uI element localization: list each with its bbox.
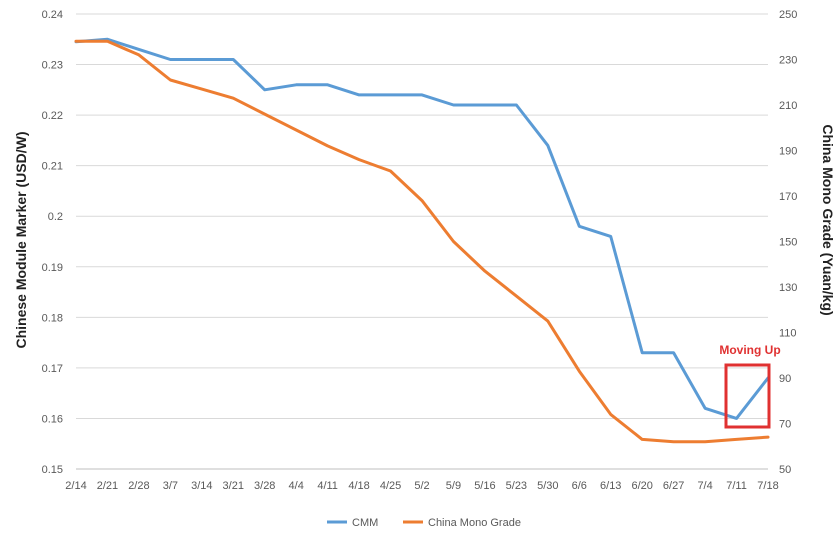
right-tick-label: 90 (779, 373, 791, 385)
left-axis-title: Chinese Module Marker (USD/W) (13, 131, 29, 348)
x-tick-label: 3/14 (191, 480, 212, 492)
series-lines (74, 37, 770, 444)
x-tick-label: 6/6 (572, 480, 587, 492)
right-tick-label: 70 (779, 419, 791, 431)
x-tick-label: 7/18 (757, 480, 778, 492)
x-tick-label: 4/11 (317, 480, 338, 492)
x-tick-label: 5/30 (537, 480, 558, 492)
x-tick-label: 2/28 (128, 480, 149, 492)
x-tick-label: 7/11 (726, 480, 747, 492)
x-tick-label: 2/21 (97, 480, 118, 492)
x-tick-label: 4/18 (348, 480, 369, 492)
x-tick-label: 2/14 (65, 480, 86, 492)
x-axis-ticks: 2/14 2/21 2/28 3/7 3/14 3/21 3/28 4/4 4/11 4/18 4/… (65, 480, 778, 492)
x-tick-label: 5/2 (414, 480, 429, 492)
right-tick-label: 230 (779, 55, 797, 67)
left-tick-label: 0.24 (42, 9, 63, 21)
x-tick-label: 3/7 (163, 480, 178, 492)
right-tick-label: 50 (779, 464, 791, 476)
left-tick-label: 0.22 (42, 110, 63, 122)
x-tick-label: 5/9 (446, 480, 461, 492)
left-axis-ticks: 0.24 0.23 0.22 0.21 0.2 0.19 0.18 0.17 0.16 0.15 (42, 9, 63, 476)
right-tick-label: 170 (779, 191, 797, 203)
legend-label-mono: China Mono Grade (428, 517, 521, 529)
right-tick-label: 130 (779, 282, 797, 294)
series-line-china-mono-grade (74, 39, 770, 444)
left-tick-label: 0.21 (42, 161, 63, 173)
left-tick-label: 0.17 (42, 363, 63, 375)
left-tick-label: 0.23 (42, 60, 63, 72)
right-axis-ticks: 250 230 210 190 170 150 130 110 90 70 50 (779, 9, 797, 476)
right-tick-label: 110 (779, 328, 797, 340)
legend: CMM China Mono Grade (327, 517, 521, 529)
x-tick-label: 7/4 (697, 480, 712, 492)
left-tick-label: 0.2 (48, 211, 63, 223)
right-axis-title: China Mono Grade (Yuan/kg) (820, 124, 834, 315)
x-tick-label: 3/21 (223, 480, 244, 492)
x-tick-label: 6/27 (663, 480, 684, 492)
x-tick-label: 4/4 (289, 480, 304, 492)
left-tick-label: 0.18 (42, 312, 63, 324)
x-tick-label: 5/16 (474, 480, 495, 492)
left-tick-label: 0.19 (42, 262, 63, 274)
legend-label-cmm: CMM (352, 517, 378, 529)
right-tick-label: 190 (779, 146, 797, 158)
annotation-box (724, 363, 771, 429)
x-tick-label: 6/20 (631, 480, 652, 492)
x-tick-label: 6/13 (600, 480, 621, 492)
gridlines (76, 13, 768, 470)
moving-up-annotation: Moving Up (719, 343, 781, 429)
series-line-cmm (74, 37, 770, 420)
annotation-label: Moving Up (719, 343, 780, 357)
x-tick-label: 5/23 (506, 480, 527, 492)
x-tick-label: 4/25 (380, 480, 401, 492)
right-tick-label: 250 (779, 9, 797, 21)
right-tick-label: 150 (779, 237, 797, 249)
left-tick-label: 0.15 (42, 464, 63, 476)
right-tick-label: 210 (779, 100, 797, 112)
left-tick-label: 0.16 (42, 413, 63, 425)
x-tick-label: 3/28 (254, 480, 275, 492)
